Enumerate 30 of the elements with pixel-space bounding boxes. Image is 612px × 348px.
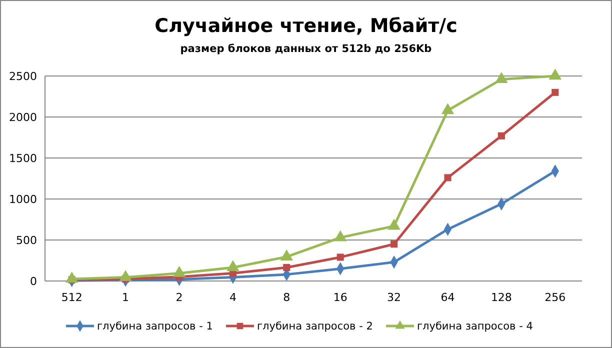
y-tick-label: 1000 [9, 192, 37, 206]
legend-label: глубина запросов - 4 [417, 320, 534, 333]
point [548, 68, 562, 80]
x-tick-label: 4 [229, 291, 236, 304]
x-tick-label: 16 [333, 291, 348, 304]
legend-label: глубина запросов - 1 [97, 320, 213, 333]
point [495, 72, 508, 83]
y-tick-label: 2500 [9, 70, 37, 83]
x-tick-label: 2 [176, 291, 183, 304]
point [552, 88, 559, 96]
x-tick-label: 1 [122, 291, 130, 304]
chart-subtitle: размер блоков данных от 512b до 256Kb [180, 43, 432, 55]
y-tick-label: 2000 [9, 110, 37, 124]
y-tick-label: 1500 [9, 152, 37, 165]
x-tick-label: 32 [387, 291, 402, 304]
point [441, 103, 454, 114]
chart-title: Случайное чтение, Мбайт/с [154, 15, 458, 37]
point [390, 240, 398, 248]
point [444, 174, 452, 182]
point [498, 132, 505, 140]
point [336, 254, 344, 261]
x-tick-label: 128 [490, 291, 512, 304]
legend-label: глубина запросов - 2 [257, 320, 373, 333]
x-tick-label: 64 [440, 291, 455, 304]
x-tick-label: 256 [544, 291, 566, 304]
x-tick-label: 512 [61, 291, 82, 304]
point [283, 264, 290, 272]
x-tick-label: 8 [283, 291, 290, 304]
y-tick-label: 0 [30, 274, 37, 288]
y-tick-label: 500 [16, 234, 37, 247]
